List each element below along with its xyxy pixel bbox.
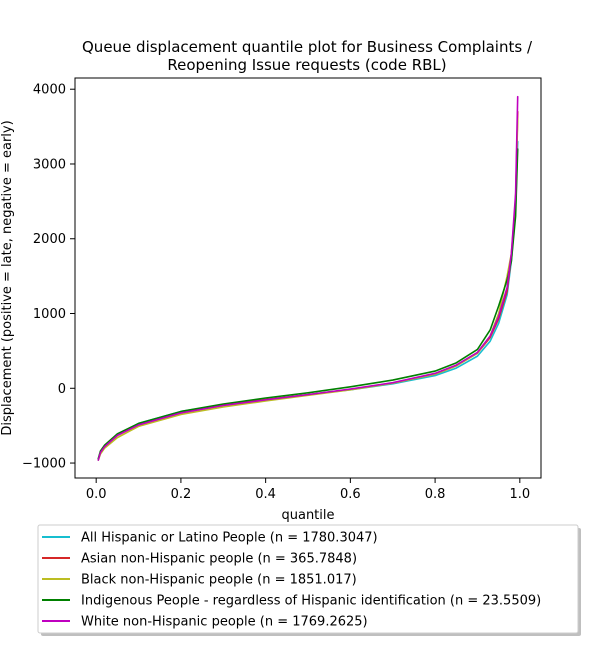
y-axis-label: Displacement (positive = late, negative … — [0, 120, 15, 435]
legend: All Hispanic or Latino People (n = 1780.… — [37, 524, 581, 636]
y-tick-label: 1000 — [33, 307, 66, 322]
legend-label-4: White non-Hispanic people (n = 1769.2625… — [81, 615, 368, 630]
x-tick-label: 0.8 — [425, 487, 446, 502]
x-tick-label: 0.4 — [255, 487, 276, 502]
x-tick-label: 0.6 — [340, 487, 361, 502]
series-line-3 — [97, 148, 519, 460]
x-tick-label: 1.0 — [509, 487, 530, 502]
x-axis-label: quantile — [281, 508, 334, 523]
plot-frame — [74, 77, 542, 479]
y-tick-label: 0 — [58, 382, 66, 397]
x-tick-label: 0.0 — [86, 487, 107, 502]
series-line-1 — [97, 110, 519, 461]
y-tick-label: −1000 — [22, 457, 66, 472]
y-tick-label: 4000 — [33, 83, 66, 98]
legend-label-3: Indigenous People - regardless of Hispan… — [81, 594, 541, 609]
series-layer — [97, 95, 519, 461]
x-axis: 0.0 0.2 0.4 0.6 0.8 1.0 — [86, 478, 530, 502]
y-tick-label: 3000 — [33, 157, 66, 172]
series-line-4 — [97, 95, 519, 461]
legend-label-1: Asian non-Hispanic people (n = 365.7848) — [81, 552, 357, 567]
y-axis: −1000 0 1000 2000 3000 4000 — [22, 83, 75, 472]
chart-title-line-2: Reopening Issue requests (code RBL) — [167, 56, 446, 74]
chart-title-line-1: Queue displacement quantile plot for Bus… — [82, 38, 533, 56]
series-line-2 — [97, 118, 519, 461]
series-line-0 — [97, 140, 519, 461]
legend-label-0: All Hispanic or Latino People (n = 1780.… — [81, 531, 378, 546]
legend-label-2: Black non-Hispanic people (n = 1851.017) — [81, 573, 357, 588]
y-tick-label: 2000 — [33, 232, 66, 247]
x-tick-label: 0.2 — [171, 487, 192, 502]
legend-box — [37, 524, 579, 634]
